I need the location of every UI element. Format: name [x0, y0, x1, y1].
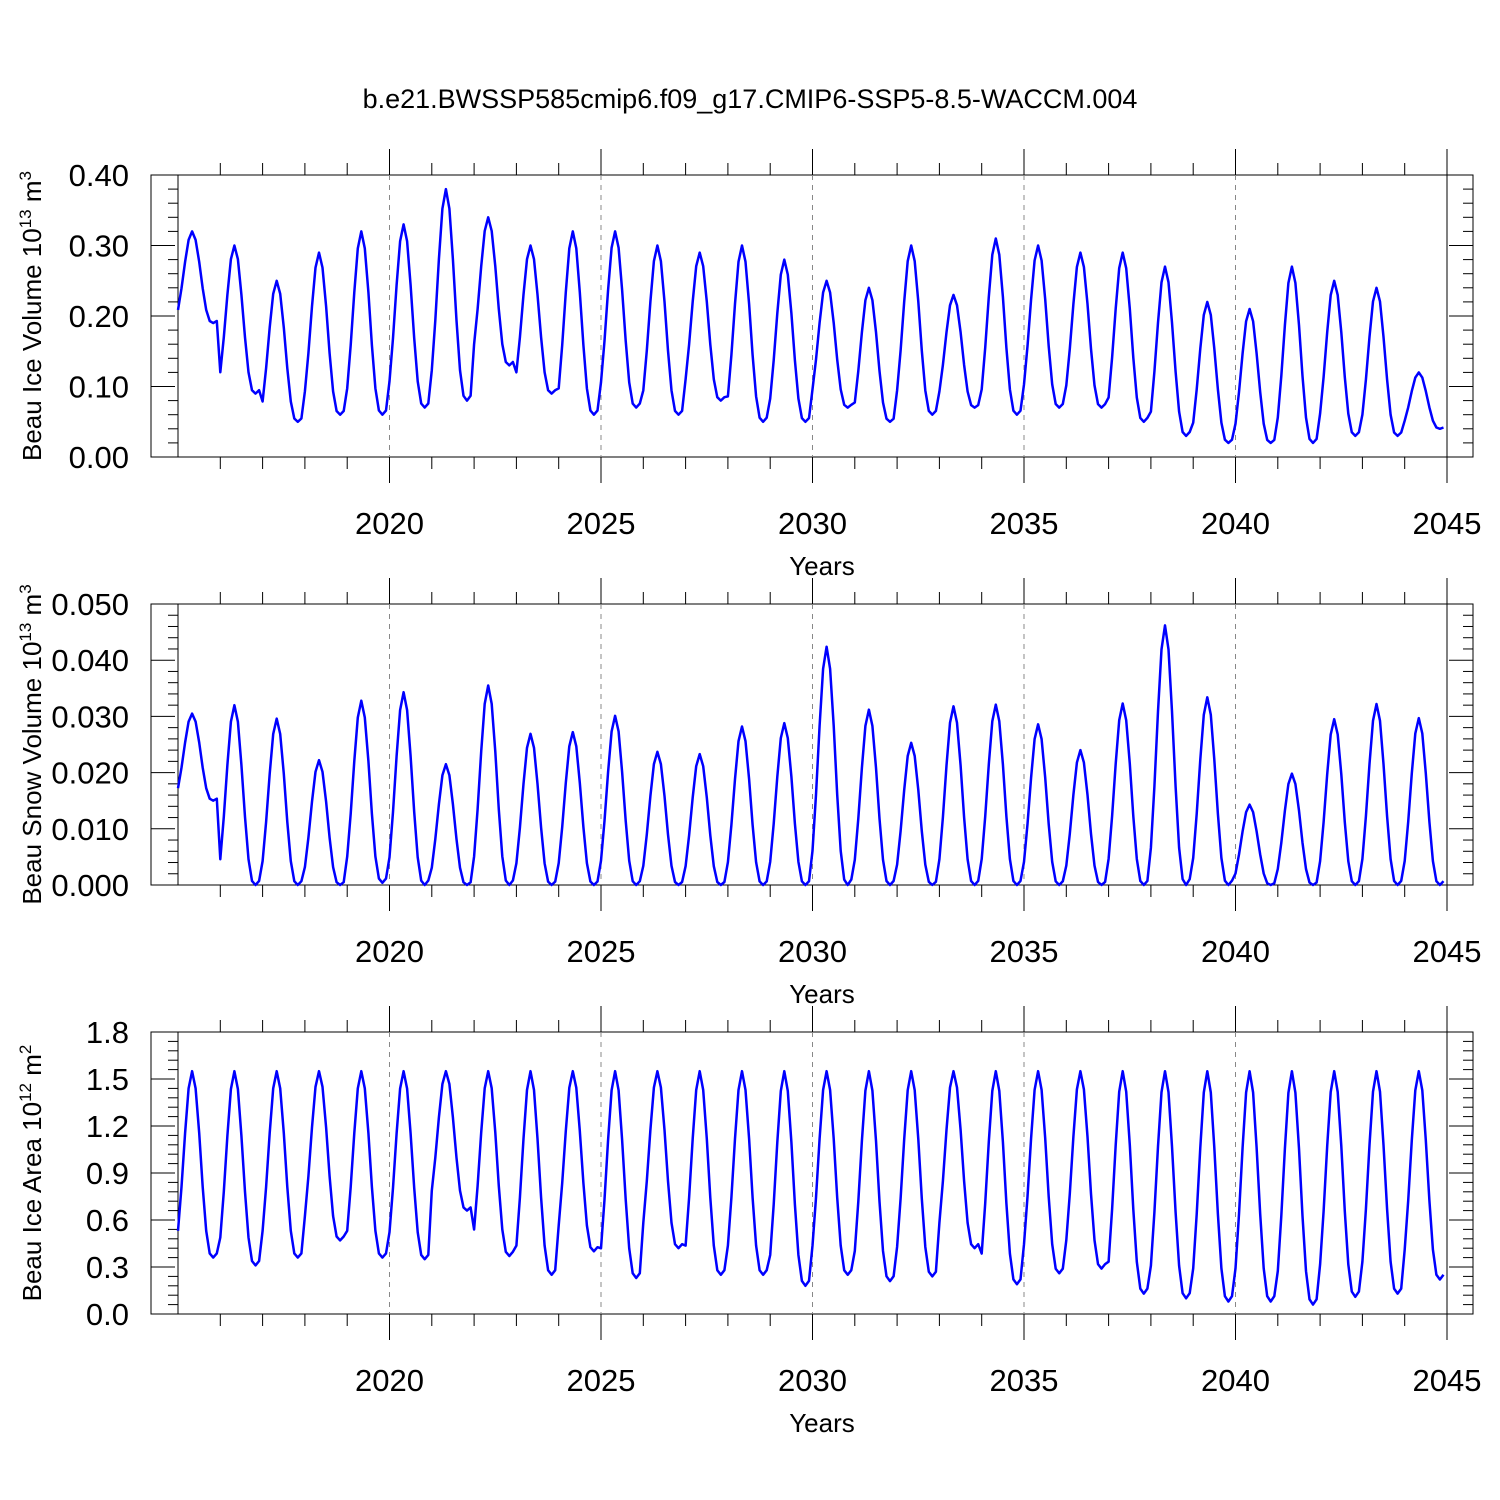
chart-2: 0.000 0.010 0.020 0.030 0.040 0.050 2020 2025 20…	[16, 578, 1481, 1009]
page-title: b.e21.BWSSP585cmip6.f09_g17.CMIP6-SSP5-8…	[362, 84, 1138, 114]
series-line	[176, 187, 1444, 445]
x-axis-label: Years	[789, 1408, 855, 1438]
series-line	[176, 624, 1445, 887]
x-tick-label: 2040	[1201, 506, 1270, 541]
y-tick-label: 0.40	[69, 158, 129, 193]
x-tick-label: 2030	[778, 934, 847, 969]
x-tick-label: 2025	[567, 506, 636, 541]
y-tick-label: 0.30	[69, 229, 129, 264]
x-tick-label: 2025	[567, 934, 636, 969]
x-tick-label: 2040	[1201, 934, 1270, 969]
x-axis-label: Years	[789, 979, 855, 1009]
x-tick-label: 2040	[1201, 1363, 1270, 1398]
chart-3: 0.0 0.3 0.6 0.9 1.2 1.5 1.8 2020 2025 2030 2035 204…	[16, 1006, 1481, 1438]
y-axis-label: Beau Ice Area 1012 m2	[16, 1045, 47, 1302]
y-tick-label: 0.010	[51, 812, 129, 847]
y-tick-label: 0.00	[69, 440, 129, 475]
y-tick-label: 0.050	[51, 587, 129, 622]
y-tick-label: 1.2	[86, 1109, 129, 1144]
x-tick-label: 2035	[990, 1363, 1059, 1398]
y-axis-label: Beau Snow Volume 1013 m3	[16, 584, 47, 904]
y-tick-label: 0.0	[86, 1297, 129, 1332]
y-tick-label: 0.030	[51, 699, 129, 734]
x-tick-label: 2045	[1413, 934, 1482, 969]
x-tick-label: 2030	[778, 1363, 847, 1398]
x-tick-label: 2020	[355, 506, 424, 541]
x-tick-label: 2020	[355, 1363, 424, 1398]
x-axis-label: Years	[789, 551, 855, 581]
chart-1: 0.00 0.10 0.20 0.30 0.40 2020 2025 2030 2035 2040…	[16, 149, 1481, 581]
y-tick-label: 0.020	[51, 756, 129, 791]
x-tick-label: 2045	[1413, 1363, 1482, 1398]
y-tick-label: 0.000	[51, 868, 129, 903]
series-line	[176, 1069, 1445, 1306]
y-tick-label: 1.8	[86, 1015, 129, 1050]
x-tick-label: 2020	[355, 934, 424, 969]
x-tick-label: 2025	[567, 1363, 636, 1398]
y-axis-label: Beau Ice Volume 1013 m3	[16, 171, 47, 461]
y-tick-label: 1.5	[86, 1062, 129, 1097]
y-tick-label: 0.10	[69, 370, 129, 405]
y-tick-label: 0.9	[86, 1156, 129, 1191]
x-tick-label: 2035	[990, 934, 1059, 969]
y-tick-label: 0.6	[86, 1203, 129, 1238]
y-tick-label: 0.040	[51, 643, 129, 678]
y-tick-label: 0.3	[86, 1250, 129, 1285]
y-tick-label: 0.20	[69, 299, 129, 334]
x-tick-label: 2045	[1413, 506, 1482, 541]
x-tick-label: 2030	[778, 506, 847, 541]
x-tick-label: 2035	[990, 506, 1059, 541]
